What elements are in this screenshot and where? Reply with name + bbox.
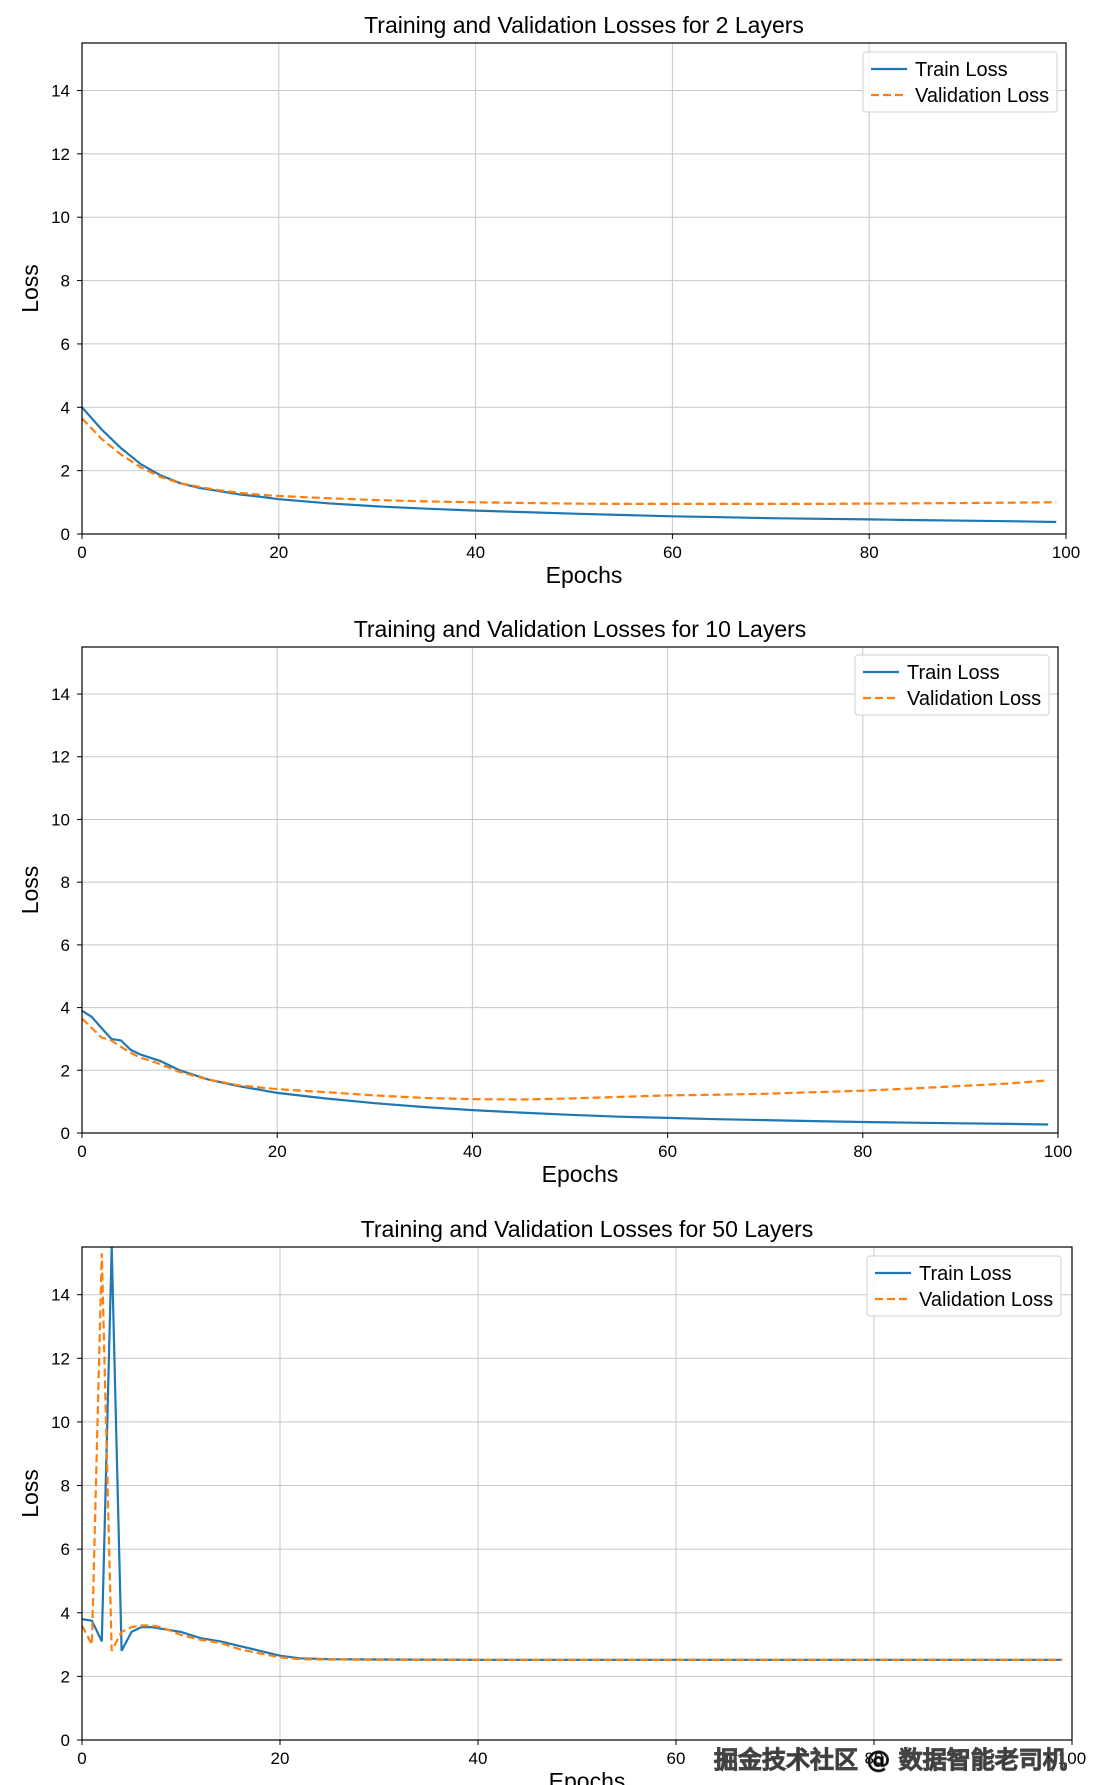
watermark-text: 掘金技术社区 @ 数据智能老司机 [714, 1746, 1067, 1774]
x-tick-label: 80 [865, 1749, 884, 1768]
x-axis-label: Epochs [549, 1768, 626, 1785]
chart-panel-1: 0 20 40 60 80 100 0 2 4 6 8 10 12 14 Training and Vali… [17, 12, 1080, 588]
y-tick-label: 12 [51, 748, 70, 767]
x-tick-label: 40 [466, 543, 485, 562]
y-tick-label: 12 [51, 1349, 70, 1368]
axes-frame [81, 1246, 1073, 1741]
legend-box [866, 1255, 1062, 1317]
y-tick-label: 10 [51, 208, 70, 227]
y-tick-label: 14 [51, 685, 70, 704]
chart-panel-2: 0 20 40 60 80 100 0 2 4 6 8 10 12 14 Training and Vali… [17, 616, 1072, 1187]
x-tick-label: 60 [667, 1749, 686, 1768]
y-tick-label: 4 [61, 999, 70, 1018]
y-tick-label: 10 [51, 810, 70, 829]
x-tick-label: 100 [1044, 1142, 1072, 1161]
y-tick-label: 4 [61, 398, 70, 417]
y-axis-label: Loss [17, 264, 43, 313]
x-axis-label: Epochs [546, 562, 623, 588]
x-tick-label: 0 [77, 543, 86, 562]
y-axis-label: Loss [17, 1469, 43, 1518]
y-tick-label: 8 [61, 1477, 70, 1496]
legend-label: Validation Loss [915, 85, 1049, 107]
x-tick-label: 80 [860, 543, 879, 562]
y-tick-label: 0 [61, 1124, 70, 1143]
x-axis-label: Epochs [542, 1161, 619, 1187]
y-axis-label: Loss [17, 866, 43, 915]
x-tick-label: 80 [853, 1142, 872, 1161]
legend-label: Train Loss [907, 662, 1000, 684]
y-tick-label: 14 [51, 1286, 70, 1305]
legend-label: Train Loss [919, 1263, 1012, 1285]
chart-title: Training and Validation Losses for 10 La… [354, 616, 807, 642]
series-line-validation-loss [82, 417, 1057, 505]
series-line-train-loss [82, 406, 1057, 524]
series-line-validation-loss [82, 1017, 1049, 1101]
x-tick-label: 0 [77, 1142, 86, 1161]
x-tick-label: 60 [663, 543, 682, 562]
series-line-validation-loss [82, 1253, 1063, 1661]
legend: Train Loss Validation Loss [854, 654, 1050, 716]
y-tick-label: 4 [61, 1604, 70, 1623]
y-tick-label: 12 [51, 145, 70, 164]
y-tick-label: 0 [61, 525, 70, 544]
x-tick-label: 20 [271, 1749, 290, 1768]
series-line-train-loss [82, 1247, 1063, 1661]
x-tick-label: 100 [1058, 1749, 1086, 1768]
legend-label: Validation Loss [919, 1289, 1053, 1311]
chart-title: Training and Validation Losses for 2 Lay… [364, 12, 804, 38]
y-tick-label: 2 [61, 1061, 70, 1080]
legend-label: Train Loss [915, 59, 1008, 81]
y-tick-label: 6 [61, 1540, 70, 1559]
legend-box [854, 654, 1050, 716]
y-tick-label: 8 [61, 873, 70, 892]
x-tick-label: 60 [658, 1142, 677, 1161]
legend: Train Loss Validation Loss [866, 1255, 1062, 1317]
y-tick-label: 0 [61, 1731, 70, 1750]
series-line-train-loss [82, 1009, 1049, 1126]
x-tick-label: 0 [77, 1749, 86, 1768]
y-tick-label: 6 [61, 936, 70, 955]
chart-title: Training and Validation Losses for 50 La… [361, 1216, 814, 1242]
legend-box [862, 51, 1058, 113]
y-tick-label: 14 [51, 82, 70, 101]
legend-label: Validation Loss [907, 688, 1041, 710]
y-tick-label: 2 [61, 462, 70, 481]
y-tick-label: 6 [61, 335, 70, 354]
x-tick-label: 20 [269, 543, 288, 562]
x-tick-label: 20 [268, 1142, 287, 1161]
chart-panel-3: 0 20 40 60 80 100 0 2 4 6 8 10 12 14 Training and Vali… [17, 1216, 1086, 1785]
x-tick-label: 40 [469, 1749, 488, 1768]
axes-frame [81, 646, 1059, 1134]
legend: Train Loss Validation Loss [862, 51, 1058, 113]
axes-frame [81, 42, 1067, 535]
x-tick-label: 100 [1052, 543, 1080, 562]
x-tick-label: 40 [463, 1142, 482, 1161]
y-tick-label: 8 [61, 272, 70, 291]
y-tick-label: 2 [61, 1667, 70, 1686]
y-tick-label: 10 [51, 1413, 70, 1432]
